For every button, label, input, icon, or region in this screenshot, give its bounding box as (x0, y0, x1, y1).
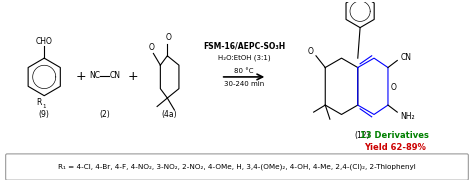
Text: (4a): (4a) (162, 110, 177, 119)
Text: FSM-16/AEPC-SO₃H: FSM-16/AEPC-SO₃H (203, 42, 285, 51)
Text: R₁ = 4-Cl, 4-Br, 4-F, 4-NO₂, 3-NO₂, 2-NO₂, 4-OMe, H, 3,4-(OMe)₂, 4-OH, 4-Me, 2,4: R₁ = 4-Cl, 4-Br, 4-F, 4-NO₂, 3-NO₂, 2-NO… (58, 164, 416, 170)
Text: (12): (12) (355, 131, 370, 140)
Text: O: O (166, 33, 172, 42)
Text: O: O (148, 43, 154, 52)
Text: 80 °C: 80 °C (234, 68, 254, 74)
Text: Yield 62-89%: Yield 62-89% (364, 143, 426, 152)
Text: O: O (391, 83, 397, 92)
Text: CN: CN (401, 53, 412, 62)
Text: CHO: CHO (36, 37, 53, 46)
Text: O: O (308, 47, 313, 56)
Text: +: + (127, 70, 138, 83)
Text: H₂O:EtOH (3:1): H₂O:EtOH (3:1) (218, 55, 270, 61)
Text: 13 Derivatives: 13 Derivatives (361, 131, 429, 140)
Text: 1: 1 (42, 104, 46, 108)
Text: +: + (76, 70, 87, 83)
Text: NC: NC (89, 71, 100, 80)
Text: 30-240 min: 30-240 min (224, 81, 264, 87)
Text: NH₂: NH₂ (401, 112, 415, 121)
Text: (2): (2) (99, 110, 110, 119)
Text: R: R (36, 98, 41, 107)
Text: CN: CN (109, 71, 120, 80)
FancyBboxPatch shape (6, 154, 468, 180)
Text: (9): (9) (39, 110, 50, 119)
